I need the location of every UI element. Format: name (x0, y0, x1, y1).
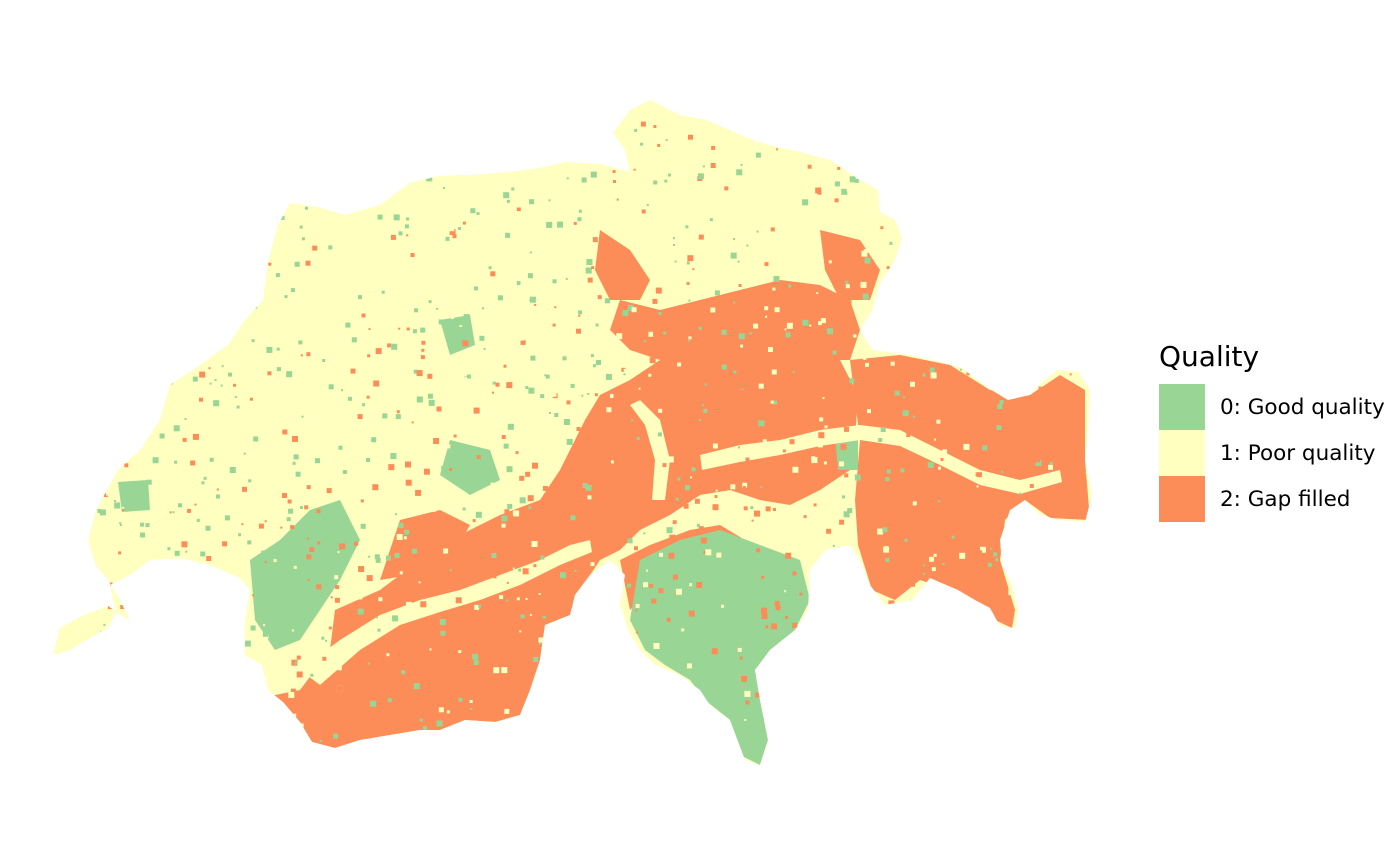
map-region-good-quality-emmental (440, 440, 500, 495)
legend-label-good-quality: 0: Good quality (1220, 394, 1385, 420)
map-region-good-quality-ticino (630, 530, 810, 765)
legend-swatch-gap-filled (1159, 476, 1205, 522)
legend-label-gap-filled: 2: Gap filled (1220, 486, 1351, 512)
switzerland-quality-map (53, 100, 1092, 765)
map-region-poor-quality-reuss-valley (630, 400, 670, 500)
legend-item-gap-filled: 2: Gap filled (1159, 476, 1400, 522)
map-area (53, 100, 1092, 765)
legend-label-poor-quality: 1: Poor quality (1220, 440, 1376, 466)
map-region-good-quality-jura-lake (118, 480, 150, 512)
legend-swatch-poor-quality (1159, 430, 1205, 476)
legend: Quality 0: Good quality 1: Poor quality … (1159, 338, 1400, 522)
legend-swatch-good-quality (1159, 384, 1205, 430)
map-region-gap-filled-central-east (610, 280, 860, 370)
map-region-gap-filled-graubuenden (850, 355, 1090, 628)
map-region-good-quality-west-plateau (250, 500, 360, 650)
map-region-good-quality-engadin (835, 435, 858, 470)
legend-item-good-quality: 0: Good quality (1159, 384, 1400, 430)
map-region-poor-quality-rhone-valley (300, 540, 592, 685)
legend-title: Quality (1159, 340, 1260, 373)
map-region-gap-filled-northeast-patch (595, 230, 650, 300)
legend-item-poor-quality: 1: Poor quality (1159, 430, 1400, 476)
map-region-gap-filled-valais-alps (250, 330, 858, 748)
